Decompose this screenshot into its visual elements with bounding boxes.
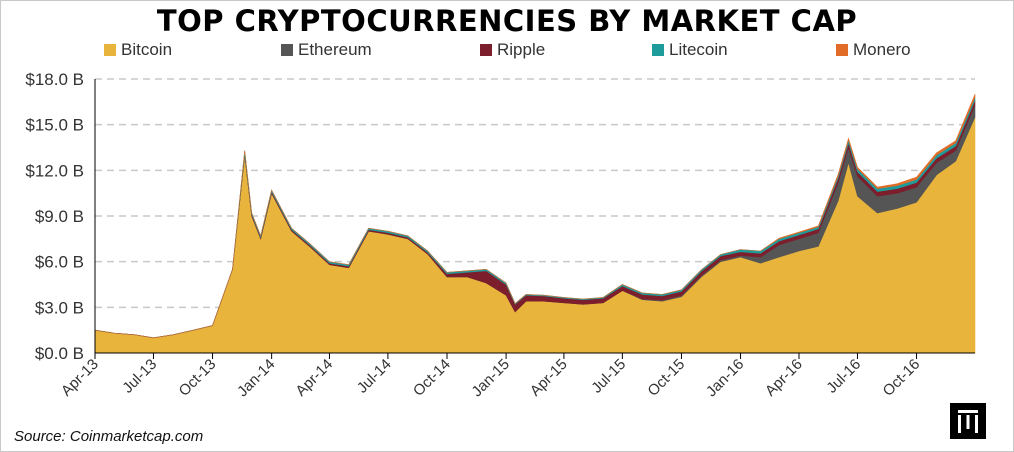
y-tick-label: $18.0 B <box>25 70 84 89</box>
legend-item-monero: Monero <box>836 40 911 60</box>
x-tick-label: Oct-16 <box>880 356 924 400</box>
x-tick-label: Jan-15 <box>468 356 512 400</box>
y-tick-label: $9.0 B <box>35 207 84 226</box>
x-tick-label: Jul-15 <box>588 356 629 397</box>
legend-item-bitcoin: Bitcoin <box>104 40 172 60</box>
x-tick-label: Jan-16 <box>703 356 747 400</box>
x-tick-label: Oct-15 <box>644 356 688 400</box>
chart-title: TOP CRYPTOCURRENCIES BY MARKET CAP <box>156 4 858 38</box>
legend-label-litecoin: Litecoin <box>669 40 728 59</box>
y-tick-label: $0.0 B <box>35 344 84 363</box>
x-tick-label: Oct-14 <box>410 356 454 400</box>
stacked-areas <box>94 94 976 354</box>
y-tick-label: $15.0 B <box>25 116 84 135</box>
legend-swatch-litecoin <box>652 44 664 56</box>
x-tick-label: Jul-13 <box>119 356 160 397</box>
x-tick-label: Jul-16 <box>823 356 864 397</box>
legend-label-ripple: Ripple <box>497 40 546 59</box>
axes <box>94 79 975 359</box>
y-tick-label: $3.0 B <box>35 298 84 317</box>
y-tick-label: $12.0 B <box>25 161 84 180</box>
source-note: Source: Coinmarketcap.com <box>14 428 204 445</box>
y-tick-labels: $0.0 B $3.0 B $6.0 B $9.0 B $12.0 B $15.0 B $1… <box>25 70 84 363</box>
legend-item-litecoin: Litecoin <box>652 40 728 60</box>
legend-item-ethereum: Ethereum <box>281 40 372 60</box>
legend-label-bitcoin: Bitcoin <box>121 40 173 59</box>
legend: Bitcoin Ethereum Ripple Litecoin Monero <box>0 40 1014 62</box>
publisher-logo <box>950 403 986 439</box>
legend-swatch-bitcoin <box>104 44 116 56</box>
x-tick-label: Jul-14 <box>354 356 395 397</box>
x-tick-label: Apr-16 <box>762 356 806 400</box>
logo-mark-icon <box>958 410 978 433</box>
x-tick-label: Apr-15 <box>527 356 571 400</box>
area-monero <box>94 94 976 339</box>
legend-item-ripple: Ripple <box>480 40 545 60</box>
x-tick-label: Oct-13 <box>176 356 220 400</box>
x-tick-label: Jan-14 <box>234 356 278 400</box>
area-bitcoin <box>94 116 976 354</box>
legend-swatch-ripple <box>480 44 492 56</box>
legend-label-monero: Monero <box>853 40 911 59</box>
x-tick-label: Apr-14 <box>292 356 336 400</box>
legend-swatch-monero <box>836 44 848 56</box>
x-tick-labels: Apr-13 Jul-13 Oct-13 Jan-14 Apr-14 Jul-14 Oct-… <box>58 356 923 400</box>
y-tick-label: $6.0 B <box>35 253 84 272</box>
legend-label-ethereum: Ethereum <box>298 40 372 59</box>
legend-swatch-ethereum <box>281 44 293 56</box>
